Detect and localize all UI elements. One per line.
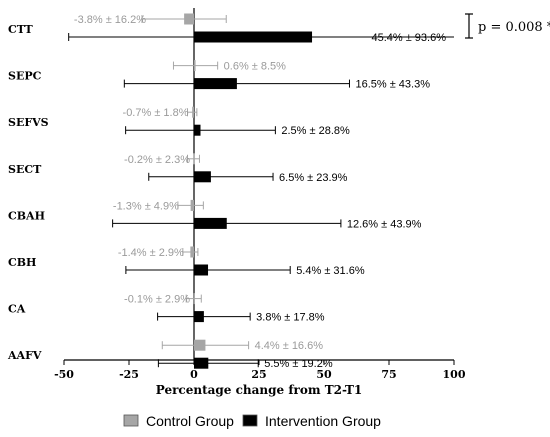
- data-label: 5.5% ± 19.2%: [264, 358, 333, 370]
- category-label: CBAH: [8, 209, 45, 222]
- legend-label: Control Group: [146, 413, 234, 429]
- bar: [193, 293, 195, 305]
- bar: [194, 60, 196, 72]
- bar: [194, 171, 211, 183]
- data-label: 16.5% ± 43.3%: [355, 79, 430, 91]
- x-tick-label: 0: [190, 368, 198, 381]
- bar: [194, 124, 201, 136]
- data-label: 45.4% ± 93.6%: [371, 32, 446, 44]
- data-label: 6.5% ± 23.9%: [279, 172, 348, 184]
- x-tick-label: 50: [316, 368, 332, 381]
- data-label: -3.8% ± 16.2%: [74, 14, 146, 26]
- data-label: 5.4% ± 31.6%: [296, 265, 365, 277]
- data-label: 12.6% ± 43.9%: [347, 218, 422, 230]
- category-label: SECT: [8, 163, 42, 176]
- x-axis-title: Percentage change from T2-T1: [156, 383, 363, 397]
- data-label: -1.4% ± 2.9%: [118, 247, 184, 259]
- bar: [194, 217, 227, 229]
- x-tick-label: -25: [119, 368, 139, 381]
- x-tick-label: 100: [443, 368, 466, 381]
- bar: [190, 199, 194, 211]
- legend-label: Intervention Group: [265, 413, 381, 429]
- bar: [190, 246, 194, 258]
- bar: [194, 78, 237, 90]
- x-tick-label: 75: [381, 368, 396, 381]
- data-label: 2.5% ± 28.8%: [281, 125, 350, 137]
- bar: [194, 311, 204, 323]
- category-label: SEFVS: [8, 116, 49, 129]
- data-label: 3.8% ± 17.8%: [256, 312, 325, 324]
- category-label: CTT: [8, 23, 34, 36]
- category-label: CA: [8, 303, 26, 316]
- data-label: -0.7% ± 1.8%: [123, 107, 189, 119]
- category-label: AAFV: [7, 349, 42, 362]
- data-label: -1.3% ± 4.9%: [113, 200, 179, 212]
- data-label: 0.6% ± 8.5%: [224, 61, 287, 73]
- category-label: SEPC: [8, 70, 42, 83]
- bar: [192, 106, 194, 118]
- bar: [184, 13, 194, 25]
- bar: [194, 31, 313, 43]
- legend-swatch: [123, 414, 139, 427]
- bar: [194, 357, 209, 369]
- data-label: -0.2% ± 2.3%: [124, 154, 190, 166]
- x-tick-label: 25: [251, 368, 266, 381]
- data-label: 4.4% ± 16.6%: [255, 340, 324, 352]
- bar: [193, 153, 195, 165]
- p-value-annotation: p = 0.008 *: [478, 20, 550, 35]
- bar: [194, 264, 209, 276]
- category-label: CBH: [8, 256, 36, 269]
- x-tick-label: -50: [54, 368, 74, 381]
- bar: [194, 339, 206, 351]
- legend-swatch: [242, 414, 258, 427]
- data-label: -0.1% ± 2.9%: [124, 294, 190, 306]
